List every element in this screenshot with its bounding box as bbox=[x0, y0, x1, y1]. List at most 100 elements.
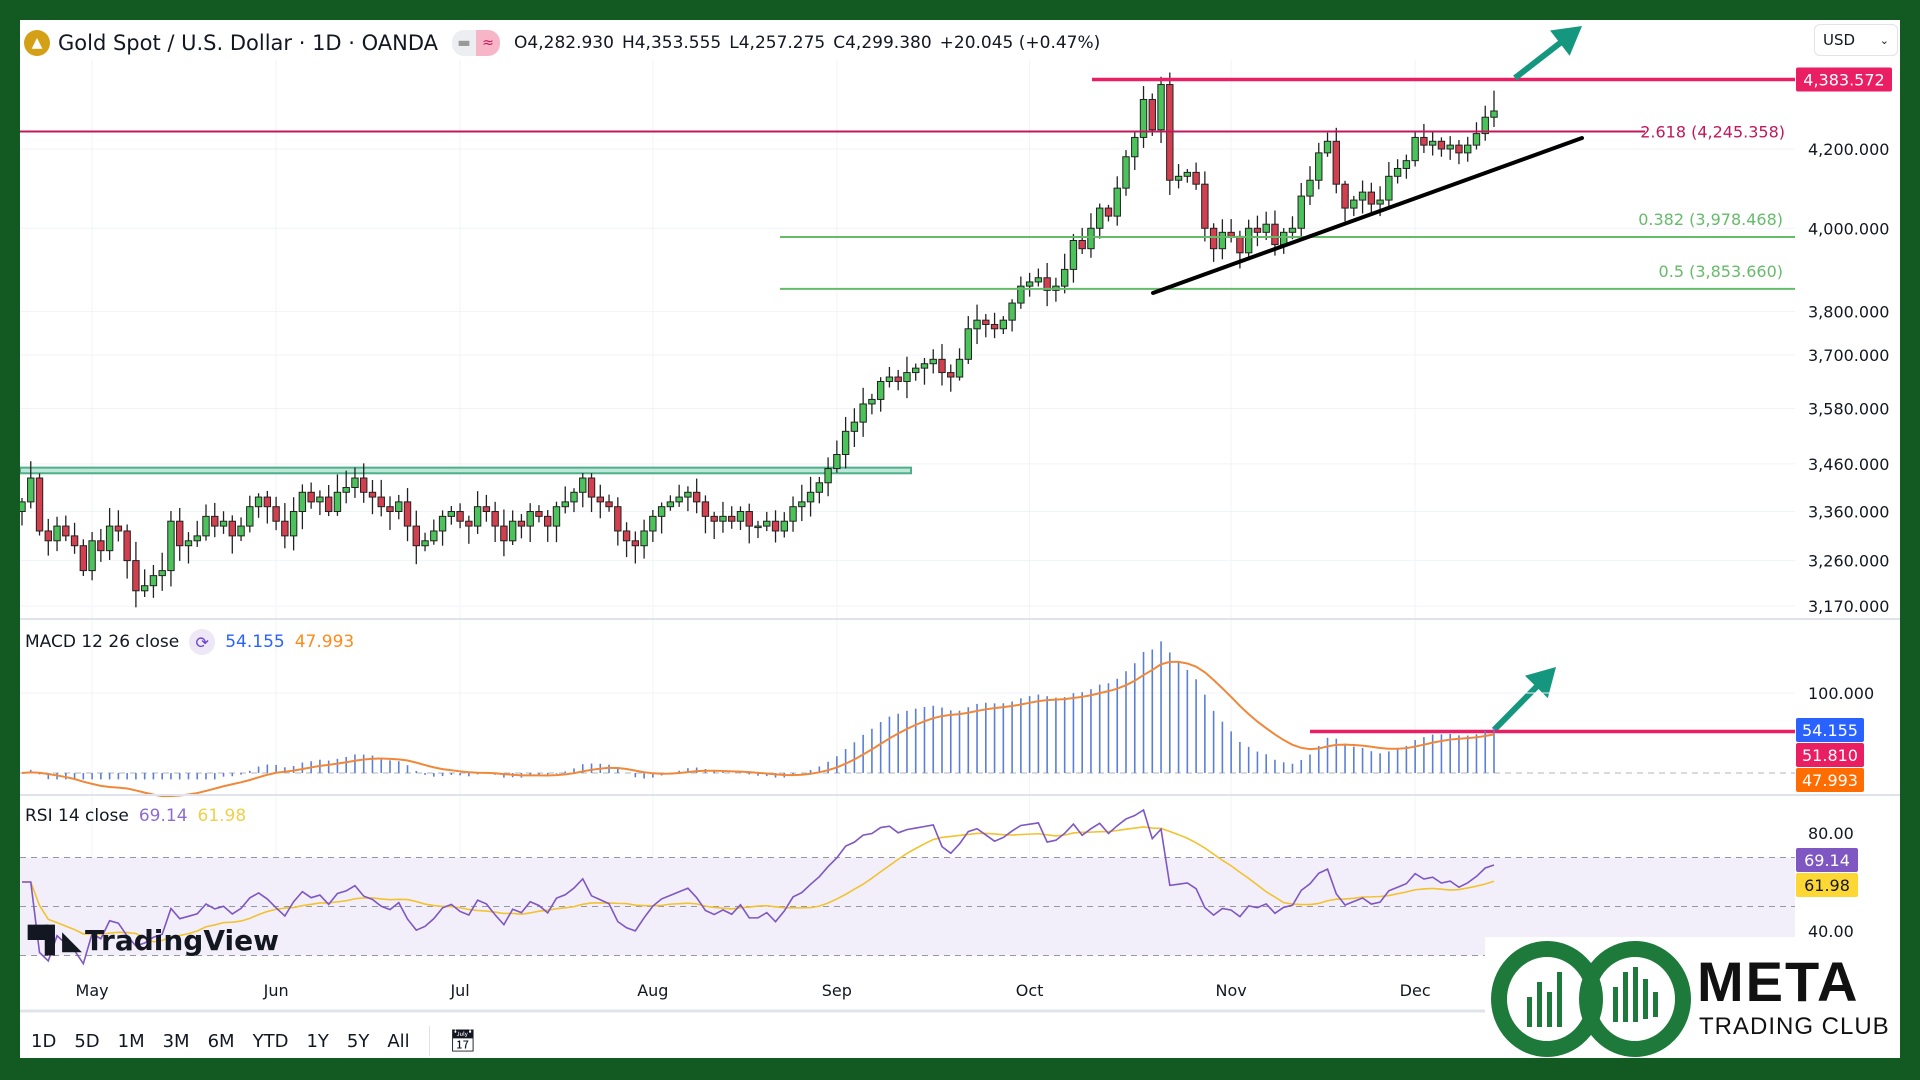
candle bbox=[263, 490, 272, 524]
gold-symbol-icon[interactable]: ▲ bbox=[24, 30, 50, 56]
macd-legend[interactable]: MACD 12 26 close ⟳ 54.155 47.993 bbox=[25, 629, 354, 655]
candle bbox=[526, 503, 534, 543]
axes: 4,200.000 4,000.000 3,800.000 3,700.000 3,58… bbox=[76, 67, 1892, 1000]
candle bbox=[570, 488, 578, 513]
rsi-tick: 80.00 bbox=[1808, 824, 1854, 843]
candle bbox=[132, 541, 140, 608]
candle-body bbox=[62, 525, 70, 537]
candle-body bbox=[1017, 285, 1025, 304]
candle-body bbox=[631, 540, 640, 547]
candle bbox=[982, 314, 990, 338]
range-3m[interactable]: 3M bbox=[162, 1030, 190, 1052]
candle bbox=[140, 569, 149, 598]
range-all[interactable]: All bbox=[387, 1030, 410, 1052]
candle bbox=[833, 440, 841, 473]
candle-body bbox=[657, 506, 666, 517]
candle-body bbox=[184, 540, 193, 547]
range-6m[interactable]: 6M bbox=[207, 1030, 235, 1052]
range-ytd[interactable]: YTD bbox=[252, 1030, 289, 1052]
refresh-icon[interactable]: ⟳ bbox=[189, 629, 216, 655]
macd-value-label: 51.810 bbox=[1802, 746, 1858, 765]
candle-body bbox=[859, 403, 867, 423]
bullish-arrow-head-icon bbox=[1550, 26, 1582, 56]
rsi-value: 69.14 bbox=[138, 806, 188, 826]
price-tick: 3,580.000 bbox=[1808, 399, 1889, 418]
candle-body bbox=[114, 525, 123, 532]
candle-body bbox=[167, 520, 175, 572]
fib-level-label: 2.618 (4,245.358) bbox=[1640, 123, 1785, 142]
symbol-title[interactable]: Gold Spot / U.S. Dollar · 1D · OANDA bbox=[58, 31, 439, 55]
candle bbox=[79, 539, 88, 577]
range-1y[interactable]: 1Y bbox=[306, 1030, 329, 1052]
candle-body bbox=[517, 520, 526, 527]
visibility-toggle[interactable]: ▬ ≈ bbox=[452, 30, 501, 56]
price-tick: 3,360.000 bbox=[1808, 503, 1889, 522]
candle bbox=[1393, 159, 1402, 184]
candle bbox=[964, 316, 972, 364]
candle bbox=[824, 457, 832, 497]
candle-body bbox=[1464, 144, 1472, 154]
candle-body bbox=[1358, 191, 1367, 201]
candle bbox=[1385, 162, 1393, 209]
range-1m[interactable]: 1M bbox=[117, 1030, 145, 1052]
candle-body bbox=[1280, 231, 1288, 246]
range-1d[interactable]: 1D bbox=[31, 1030, 57, 1052]
macd-title: MACD 12 26 close bbox=[25, 632, 180, 652]
candle bbox=[1358, 180, 1367, 214]
candle-body bbox=[456, 511, 464, 522]
candle bbox=[412, 510, 420, 565]
candle-body bbox=[570, 491, 578, 503]
candle-body bbox=[44, 530, 52, 542]
candle-body bbox=[105, 525, 114, 552]
fib-level-label: 0.382 (3,978.468) bbox=[1638, 210, 1783, 229]
candle-body bbox=[920, 363, 929, 369]
candle bbox=[1069, 233, 1078, 283]
candle-body bbox=[1157, 84, 1165, 131]
candle-body bbox=[1087, 227, 1095, 250]
candle-body bbox=[745, 511, 753, 527]
minus-icon[interactable]: ▬ bbox=[452, 30, 477, 56]
currency-select[interactable]: USD ⌄ bbox=[1814, 24, 1898, 56]
candle-body bbox=[1437, 140, 1446, 150]
candle bbox=[1332, 127, 1340, 194]
candle-body bbox=[149, 575, 158, 587]
candle-body bbox=[763, 520, 771, 527]
candle-body bbox=[885, 376, 894, 382]
candle bbox=[1096, 203, 1104, 239]
candle bbox=[1481, 105, 1489, 141]
candle-body bbox=[1174, 175, 1183, 181]
candle bbox=[473, 491, 482, 534]
candle bbox=[1227, 219, 1235, 243]
candle-body bbox=[1192, 171, 1200, 185]
candle-body bbox=[903, 372, 911, 382]
candle bbox=[903, 356, 911, 399]
candle bbox=[614, 497, 622, 546]
candle-body bbox=[1315, 152, 1323, 181]
candle bbox=[1341, 180, 1349, 222]
candle bbox=[517, 514, 526, 539]
rsi-line bbox=[22, 808, 1495, 966]
drawings[interactable]: 2.618 (4,245.358) 0.382 (3,978.468) 0.5 (3… bbox=[20, 26, 1795, 919]
month-label: Jul bbox=[449, 981, 469, 1000]
rsi-legend[interactable]: RSI 14 close 69.14 61.98 bbox=[25, 806, 246, 826]
candle-body bbox=[1148, 98, 1156, 131]
resistance-price-label-bg bbox=[1796, 67, 1892, 92]
resistance-price-label: 4,383.572 bbox=[1803, 71, 1884, 90]
candle-body bbox=[579, 477, 587, 493]
candle bbox=[228, 515, 236, 554]
candle bbox=[114, 510, 123, 542]
candle bbox=[666, 495, 675, 511]
range-5d[interactable]: 5D bbox=[74, 1030, 100, 1052]
candle-body bbox=[1008, 302, 1016, 321]
candle bbox=[246, 495, 254, 533]
candle bbox=[395, 494, 403, 520]
candle-body bbox=[894, 376, 902, 382]
candle-body bbox=[219, 520, 228, 527]
candle-body bbox=[1069, 239, 1078, 270]
candle-body bbox=[912, 367, 920, 374]
chart-canvas[interactable]: 2.618 (4,245.358) 0.382 (3,978.468) 0.5 (3… bbox=[20, 20, 1900, 1058]
approx-icon[interactable]: ≈ bbox=[476, 30, 501, 56]
candle-body bbox=[710, 515, 718, 522]
calendar-icon[interactable]: 📅︎ bbox=[448, 1028, 477, 1054]
range-5y[interactable]: 5Y bbox=[346, 1030, 370, 1052]
